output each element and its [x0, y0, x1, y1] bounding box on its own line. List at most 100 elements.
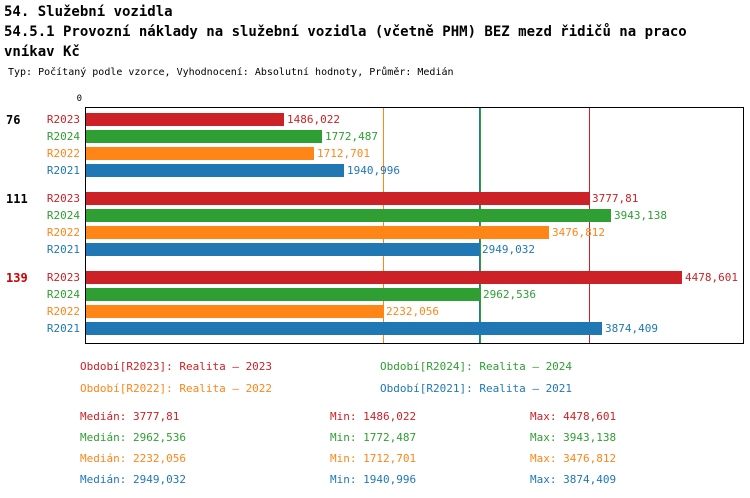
- report-subtitle-wrap: vníkav Kč: [4, 44, 80, 60]
- legend-item-r2024: Období[R2024]: Realita – 2024: [380, 360, 573, 373]
- stat-median-r2024: Medián: 2962,536: [80, 431, 186, 444]
- group-label: 76: [6, 112, 21, 127]
- bar-area: 3943,138: [86, 207, 750, 224]
- bar-row: R2024 2962,536: [0, 286, 750, 303]
- bar-r2023: [86, 192, 589, 205]
- series-label: R2024: [46, 130, 80, 143]
- bar-r2022: [86, 305, 383, 318]
- bar-row: R2024 3943,138: [0, 207, 750, 224]
- bar-r2021: [86, 243, 479, 256]
- bar-row: 139 R2023 4478,601: [0, 269, 750, 286]
- report-type-info: Typ: Počítaný podle vzorce, Vyhodnocení:…: [8, 67, 454, 78]
- bar-row: R2022 2232,056: [0, 303, 750, 320]
- stat-median-r2021: Medián: 2949,032: [80, 473, 186, 486]
- bar-area: 1940,996: [86, 162, 750, 179]
- bar-value-label: 2232,056: [386, 305, 439, 318]
- page-title: 54. Služební vozidla: [4, 4, 173, 20]
- bar-area: 3874,409: [86, 320, 750, 337]
- stat-min-r2023: Min: 1486,022: [330, 410, 417, 423]
- stat-min-r2024: Min: 1772,487: [330, 431, 417, 444]
- series-label: R2021: [46, 243, 80, 256]
- bar-row: 76 R2023 1486,022: [0, 111, 750, 128]
- stats-row-r2024: Medián: 2962,536 Min: 1772,487 Max: 3943,1…: [80, 431, 750, 444]
- legend-item-r2023: Období[R2023]: Realita – 2023: [80, 360, 273, 373]
- bar-area: 3777,81: [86, 190, 750, 207]
- series-label: R2023: [46, 113, 80, 126]
- bar-row: R2021 2949,032: [0, 241, 750, 258]
- series-label: R2022: [46, 226, 80, 239]
- stat-median-r2022: Medián: 2232,056: [80, 452, 186, 465]
- series-label: R2023: [46, 271, 80, 284]
- series-label: R2024: [46, 209, 80, 222]
- stat-max-r2024: Max: 3943,138: [530, 431, 617, 444]
- series-label: R2024: [46, 288, 80, 301]
- bar-r2024: [86, 130, 322, 143]
- bar-area: 2232,056: [86, 303, 750, 320]
- stats-row-r2023: Medián: 3777,81 Min: 1486,022 Max: 4478,60…: [80, 410, 750, 423]
- stat-min-r2021: Min: 1940,996: [330, 473, 417, 486]
- bar-chart: 0 76 R2023 1486,022 R2024 1772,487 R2022 1712,…: [0, 94, 750, 344]
- bar-row: R2024 1772,487: [0, 128, 750, 145]
- bar-r2022: [86, 147, 314, 160]
- median-line-r2022: [383, 108, 384, 343]
- bar-area: 2962,536: [86, 286, 750, 303]
- bar-area: 1772,487: [86, 128, 750, 145]
- plot-rows: 76 R2023 1486,022 R2024 1772,487 R2022 1712,70…: [0, 107, 750, 337]
- median-line-r2024: [480, 108, 481, 343]
- series-label: R2021: [46, 164, 80, 177]
- series-label: R2023: [46, 192, 80, 205]
- bar-row: R2021 3874,409: [0, 320, 750, 337]
- bar-area: 1486,022: [86, 111, 750, 128]
- stat-max-r2023: Max: 4478,601: [530, 410, 617, 423]
- bar-group-76: 76 R2023 1486,022 R2024 1772,487 R2022 1712,70…: [0, 111, 750, 179]
- legend: Období[R2023]: Realita – 2023 Období[R202…: [0, 360, 750, 396]
- stat-max-r2021: Max: 3874,409: [530, 473, 617, 486]
- bar-r2021: [86, 322, 602, 335]
- bar-r2022: [86, 226, 549, 239]
- bar-value-label: 1772,487: [325, 130, 378, 143]
- legend-item-r2022: Období[R2022]: Realita – 2022: [80, 382, 273, 395]
- stat-median-r2023: Medián: 3777,81: [80, 410, 180, 423]
- group-label: 111: [6, 191, 28, 206]
- bar-row: 111 R2023 3777,81: [0, 190, 750, 207]
- axis-zero-label: 0: [76, 94, 82, 104]
- bar-value-label: 2949,032: [482, 243, 535, 256]
- stat-max-r2022: Max: 3476,812: [530, 452, 617, 465]
- stats-row-r2022: Medián: 2232,056 Min: 1712,701 Max: 3476,8…: [80, 452, 750, 465]
- bar-r2023: [86, 113, 284, 126]
- bar-value-label: 3476,812: [552, 226, 605, 239]
- bar-row: R2021 1940,996: [0, 162, 750, 179]
- bar-value-label: 3943,138: [614, 209, 667, 222]
- series-label: R2022: [46, 305, 80, 318]
- bar-r2023: [86, 271, 682, 284]
- bar-row: R2022 3476,812: [0, 224, 750, 241]
- bar-area: 3476,812: [86, 224, 750, 241]
- bar-value-label: 3777,81: [592, 192, 639, 205]
- bar-value-label: 3874,409: [605, 322, 658, 335]
- stats-row-r2021: Medián: 2949,032 Min: 1940,996 Max: 3874,4…: [80, 473, 750, 486]
- bar-r2024: [86, 288, 480, 301]
- report-page: 54. Služební vozidla 54.5.1 Provozní nák…: [0, 0, 750, 486]
- bar-r2021: [86, 164, 344, 177]
- plot-frame: [85, 107, 744, 344]
- bar-area: 1712,701: [86, 145, 750, 162]
- median-line-r2023: [589, 108, 590, 343]
- bar-area: 2949,032: [86, 241, 750, 258]
- bar-value-label: 1940,996: [347, 164, 400, 177]
- bar-area: 4478,601: [86, 269, 750, 286]
- bar-value-label: 1486,022: [287, 113, 340, 126]
- report-subtitle-line: 54.5.1 Provozní náklady na služební vozi…: [4, 24, 687, 40]
- series-label: R2022: [46, 147, 80, 160]
- bar-row: R2022 1712,701: [0, 145, 750, 162]
- group-label: 139: [6, 270, 28, 285]
- bar-r2024: [86, 209, 611, 222]
- bar-value-label: 2962,536: [483, 288, 536, 301]
- bar-value-label: 4478,601: [685, 271, 738, 284]
- report-header: 54. Služební vozidla 54.5.1 Provozní nák…: [0, 0, 750, 79]
- bar-group-111: 111 R2023 3777,81 R2024 3943,138 R2022 3476,81…: [0, 190, 750, 258]
- legend-item-r2021: Období[R2021]: Realita – 2021: [380, 382, 573, 395]
- bar-value-label: 1712,701: [317, 147, 370, 160]
- stats-table: Medián: 3777,81 Min: 1486,022 Max: 4478,60…: [0, 410, 750, 486]
- median-line-r2021: [479, 108, 480, 343]
- bar-group-139: 139 R2023 4478,601 R2024 2962,536 R2022 2232,0…: [0, 269, 750, 337]
